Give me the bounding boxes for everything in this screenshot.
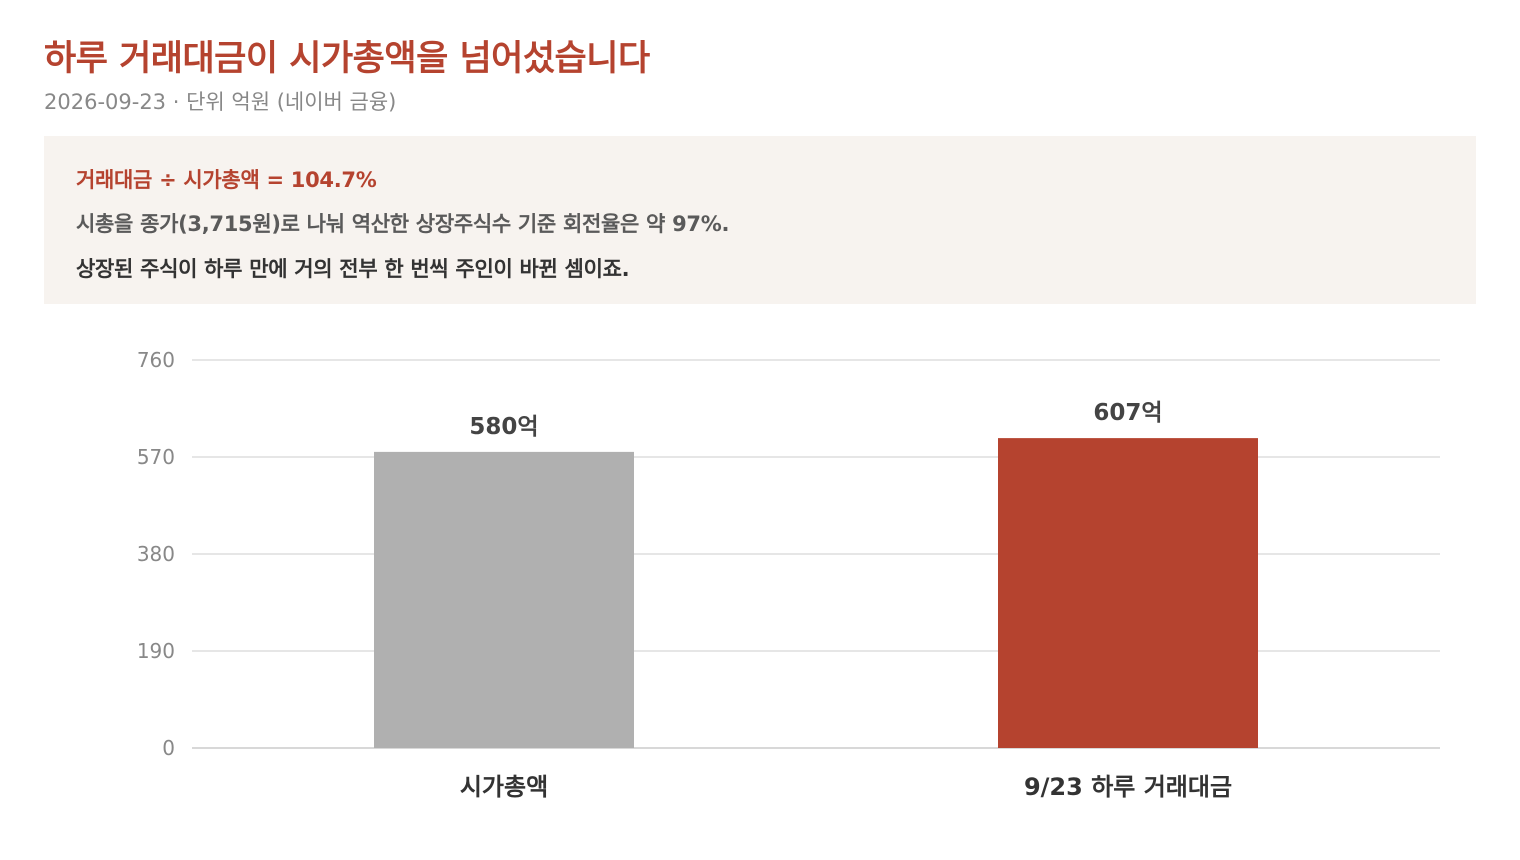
x-category-label: 시가총액 bbox=[460, 773, 548, 801]
bar-value-label: 607억 bbox=[1093, 400, 1162, 426]
y-tick-label: 380 bbox=[137, 542, 175, 566]
callout-ratio-line: 거래대금 ÷ 시가총액 = 104.7% bbox=[76, 168, 377, 192]
bar-1 bbox=[998, 438, 1258, 748]
x-category-label: 9/23 하루 거래대금 bbox=[1024, 773, 1232, 801]
y-tick-label: 190 bbox=[137, 639, 175, 663]
chart-title: 하루 거래대금이 시가총액을 넘어섰습니다 bbox=[44, 39, 650, 79]
bar-layer bbox=[374, 438, 1258, 748]
y-tick-label: 760 bbox=[137, 348, 175, 372]
chart-subtitle: 2026-09-23 · 단위 억원 (네이버 금융) bbox=[44, 90, 397, 114]
bar-0 bbox=[374, 451, 634, 748]
insight-callout: 거래대금 ÷ 시가총액 = 104.7% 시총을 종가(3,715원)로 나눠 … bbox=[44, 136, 1476, 304]
y-tick-label: 570 bbox=[137, 445, 175, 469]
bar-value-label: 580억 bbox=[469, 414, 538, 440]
callout-summary-line: 상장된 주식이 하루 만에 거의 전부 한 번씩 주인이 바뀐 셈이죠. bbox=[76, 257, 630, 281]
y-tick-label: 0 bbox=[162, 736, 175, 760]
callout-turnover-line: 시총을 종가(3,715원)로 나눠 역산한 상장주식수 기준 회전율은 약 9… bbox=[76, 212, 730, 236]
